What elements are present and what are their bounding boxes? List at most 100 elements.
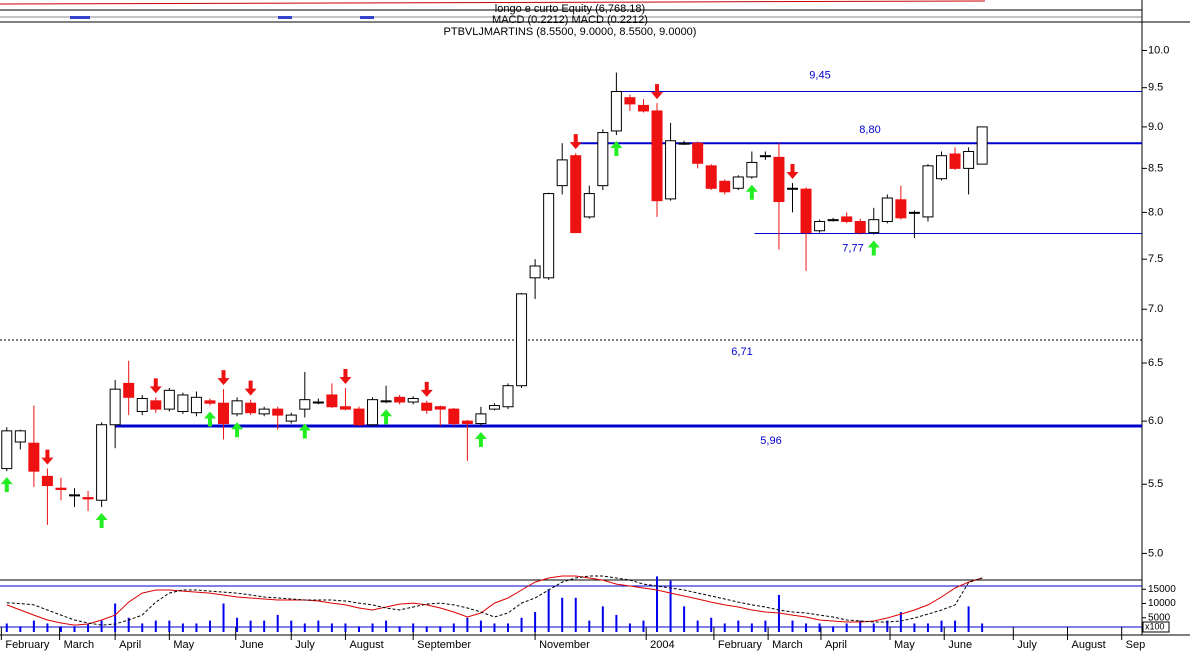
- candle-body: [936, 155, 948, 180]
- x-tick-label: August: [349, 639, 383, 651]
- candle-body: [14, 430, 26, 443]
- candle-body: [380, 400, 392, 403]
- sell-arrow: [149, 378, 162, 394]
- y-tick-label: 8.0: [1148, 206, 1163, 218]
- sell-arrow: [420, 381, 433, 397]
- candle-body: [123, 382, 135, 398]
- buy-arrow: [203, 411, 216, 427]
- sell-arrow: [339, 369, 352, 385]
- header-bar: [360, 16, 374, 19]
- x-tick-label: February: [718, 639, 763, 651]
- candle-body: [610, 91, 622, 132]
- candle-body: [55, 487, 67, 491]
- level-label: 9,45: [809, 69, 830, 81]
- candle-body: [556, 159, 568, 187]
- candle-body: [69, 494, 81, 497]
- candle-body: [583, 193, 595, 218]
- candle-body: [895, 199, 907, 219]
- candle-body: [299, 399, 311, 410]
- y-tick-label: 10.0: [1148, 44, 1169, 56]
- x-tick-label: July: [1017, 639, 1037, 651]
- candle-body: [177, 394, 189, 412]
- x-tick-label: April: [825, 639, 847, 651]
- candle-body: [1, 430, 13, 470]
- candle-body: [963, 151, 975, 169]
- chart-title: PTBVLJMARTINS (8.5500, 9.0000, 8.5500, 9…: [444, 26, 697, 38]
- candle-body: [312, 401, 324, 404]
- sell-arrow: [217, 370, 230, 386]
- sell-arrow: [786, 164, 799, 180]
- candle-body: [136, 397, 148, 412]
- header-bar: [278, 16, 292, 19]
- x-tick-label: March: [64, 639, 95, 651]
- candle-body: [854, 220, 866, 234]
- candle-body: [28, 442, 40, 472]
- sell-arrow: [569, 134, 582, 150]
- candle-body: [732, 176, 744, 189]
- candle-body: [367, 399, 379, 426]
- y-tick-label: 6.5: [1148, 357, 1163, 369]
- header-bar: [70, 16, 90, 19]
- candle-body: [759, 155, 771, 158]
- macd-line: [6, 575, 983, 626]
- candle-body: [516, 293, 528, 387]
- volume-tick-label: 15000: [1148, 584, 1176, 595]
- candle-body: [868, 219, 880, 234]
- candle-body: [190, 396, 202, 414]
- y-tick-label: 5.0: [1148, 547, 1163, 559]
- candle-body: [705, 165, 717, 189]
- candle-body: [651, 110, 663, 202]
- sell-arrow: [41, 449, 54, 465]
- candle-body: [218, 402, 230, 425]
- buy-arrow: [745, 184, 758, 200]
- unit-box: [1142, 621, 1170, 633]
- candle-body: [637, 104, 649, 112]
- legend-line: longo e curto Equity (6,768.18): [495, 3, 645, 15]
- y-tick-label: 6.0: [1148, 415, 1163, 427]
- x-tick-label: November: [539, 639, 590, 651]
- candle-body: [976, 126, 988, 165]
- buy-arrow: [231, 422, 244, 438]
- candle-body: [488, 405, 500, 410]
- x-tick-label: Sep: [1126, 639, 1146, 651]
- x-tick-label: April: [119, 639, 141, 651]
- candle-body: [353, 408, 365, 426]
- volume-unit-label: x100: [1145, 621, 1165, 631]
- candle-body: [82, 497, 94, 500]
- candle-body: [231, 400, 243, 415]
- candle-body: [827, 219, 839, 222]
- candle-body: [746, 161, 758, 178]
- candle-body: [786, 187, 798, 190]
- y-tick-label: 9.0: [1148, 121, 1163, 133]
- x-tick-label: 2004: [650, 639, 674, 651]
- candle-body: [434, 406, 446, 410]
- buy-arrow: [0, 477, 13, 493]
- y-tick-label: 7.0: [1148, 303, 1163, 315]
- candle-body: [109, 388, 121, 426]
- candle-body: [922, 165, 934, 218]
- buy-arrow: [298, 423, 311, 439]
- candle-body: [245, 402, 257, 414]
- y-tick-label: 8.5: [1148, 162, 1163, 174]
- candle-body: [881, 197, 893, 222]
- legend-line: MACD (0.2212) MACD (0.2212): [492, 14, 648, 26]
- candle-body: [421, 402, 433, 411]
- buy-arrow: [95, 513, 108, 529]
- candle-body: [841, 216, 853, 222]
- y-tick-label: 9.5: [1148, 82, 1163, 94]
- header-line: [0, 0, 986, 5]
- level-label: 6,71: [731, 346, 752, 358]
- buy-arrow: [474, 431, 487, 447]
- candle-body: [570, 155, 582, 234]
- x-tick-label: February: [5, 639, 50, 651]
- buy-arrow: [867, 240, 880, 256]
- x-tick-label: September: [417, 639, 471, 651]
- candle-body: [773, 156, 785, 203]
- candle-body: [597, 132, 609, 187]
- candle-body: [96, 424, 108, 501]
- x-tick-label: July: [295, 639, 315, 651]
- candle-body: [204, 400, 216, 404]
- candle-body: [285, 414, 297, 422]
